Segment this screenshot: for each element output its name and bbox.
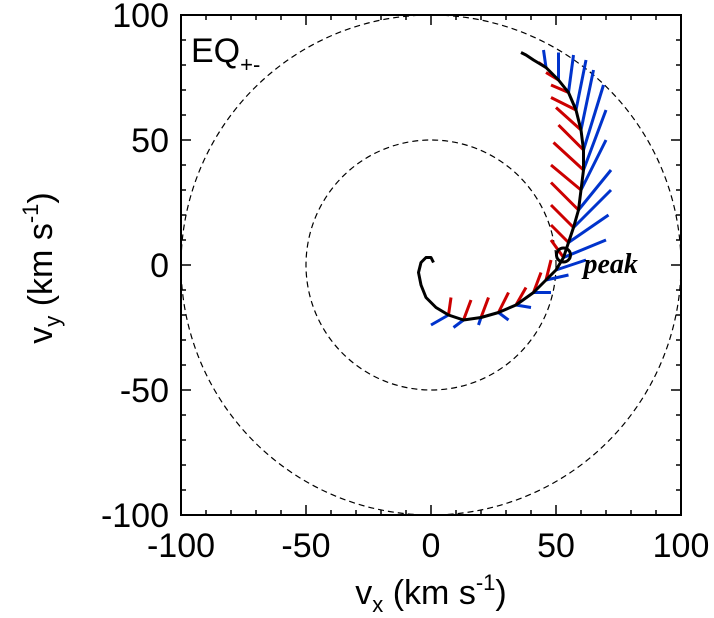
- y-tick-labels: -100 -50 0 50 100: [101, 0, 169, 535]
- vector-red-15: [550, 96, 577, 112]
- x-tick-labels: -100 -50 0 50 100: [147, 527, 709, 565]
- peak-annotation: peak: [582, 249, 638, 280]
- vector-blue-16: [574, 59, 588, 111]
- peak-marker-group: [555, 246, 572, 264]
- vector-blue-14: [582, 84, 605, 151]
- vector-blue-1: [452, 318, 465, 329]
- vector-blue-19: [542, 49, 548, 68]
- x-tick-label: 50: [537, 527, 575, 565]
- y-tick-label: -50: [120, 372, 169, 410]
- vector-field: [430, 49, 613, 329]
- vector-red-9: [549, 203, 575, 229]
- axis-ticks: [180, 14, 682, 516]
- vector-blue-6: [545, 273, 569, 282]
- vector-red-0: [447, 297, 453, 316]
- vector-red-8: [549, 223, 570, 244]
- vector-red-10: [549, 181, 580, 212]
- vector-blue-12: [579, 139, 608, 191]
- vector-red-7: [549, 239, 565, 259]
- y-tick-label: 0: [150, 247, 169, 285]
- vector-red-1: [462, 299, 473, 321]
- x-tick-label: 0: [422, 527, 441, 565]
- vector-blue-10: [572, 188, 613, 229]
- x-tick-label: -100: [147, 527, 215, 565]
- vector-red-11: [550, 163, 582, 192]
- x-tick-label: -50: [281, 527, 330, 565]
- y-tick-label: -100: [101, 497, 169, 535]
- vector-blue-13: [582, 109, 608, 171]
- vector-blue-15: [579, 69, 595, 131]
- vector-red-13: [557, 123, 585, 152]
- vector-red-12: [552, 141, 585, 172]
- hodograph-curve: [417, 51, 585, 322]
- y-tick-label: 50: [131, 122, 169, 160]
- vector-blue-0: [430, 313, 450, 327]
- panel-label: EQ+-: [191, 32, 260, 77]
- vector-blue-7: [555, 258, 587, 272]
- x-axis-title: vx (km s-1): [355, 570, 506, 617]
- vector-red-2: [479, 296, 490, 319]
- vector-red-3: [497, 291, 510, 314]
- vector-red-14: [554, 106, 583, 132]
- y-axis-title: vy (km s-1): [18, 192, 65, 343]
- vector-blue-4: [515, 303, 532, 309]
- vector-blue-3: [497, 311, 510, 322]
- reference-circle-r50: [305, 139, 557, 391]
- peak-marker: [555, 246, 572, 264]
- vector-blue-9: [567, 213, 610, 244]
- x-tick-label: 100: [653, 527, 710, 565]
- y-tick-label: 100: [112, 0, 169, 35]
- vector-blue-17: [567, 54, 575, 93]
- hodograph-curve-group: [417, 51, 585, 322]
- vector-red-6: [544, 259, 553, 281]
- vector-blue-11: [577, 169, 613, 211]
